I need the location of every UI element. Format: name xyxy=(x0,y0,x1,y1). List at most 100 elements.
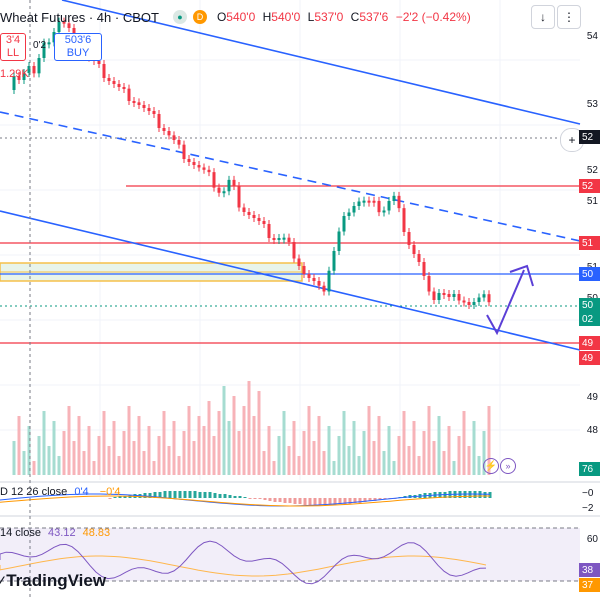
grid xyxy=(0,0,580,480)
volume-bar xyxy=(147,426,151,475)
macd-histogram-bar xyxy=(363,498,367,502)
macd-histogram-bar xyxy=(378,498,382,500)
rsi-value-1: 43.12 xyxy=(48,527,76,539)
lightning-icon[interactable]: ⚡ xyxy=(483,458,499,474)
candle-body xyxy=(42,42,46,58)
macd-histogram-bar xyxy=(488,492,492,498)
macd-histogram-bar xyxy=(368,498,372,501)
volume-bar xyxy=(242,406,246,475)
macd-histogram-bar xyxy=(373,498,377,501)
candle-body xyxy=(207,169,211,173)
macd-histogram-bar xyxy=(188,491,192,498)
symbol-title[interactable]: Wheat Futures · 4h · CBOT xyxy=(0,9,159,25)
volume-bar xyxy=(437,416,441,475)
volume-bar xyxy=(162,411,166,475)
price-tag: 52 xyxy=(579,179,600,193)
candle-body xyxy=(332,251,336,271)
volume-bar xyxy=(107,446,111,475)
brand-name: TradingView xyxy=(6,571,107,590)
price-tag: 52 xyxy=(579,130,600,144)
candle-body xyxy=(252,215,256,218)
volume-bar xyxy=(467,446,471,475)
volume-bar xyxy=(327,426,331,475)
volume-bar xyxy=(102,411,106,475)
candle-body xyxy=(117,84,121,87)
candle-body xyxy=(157,114,161,128)
arrow-down-icon[interactable]: ↓ xyxy=(531,5,555,29)
macd-histogram-bar xyxy=(283,498,287,503)
volume-bar xyxy=(397,436,401,475)
volume-bar xyxy=(192,441,196,475)
ohlc-values: O540'0 H540'0 L537'0 C537'6 −2'2 (−0.42%… xyxy=(216,10,471,24)
fast-forward-icon[interactable]: » xyxy=(500,458,516,474)
rsi-tag: 37 xyxy=(579,578,600,592)
macd-histogram-bar xyxy=(258,498,262,499)
volume-bar xyxy=(442,451,446,475)
candle-body xyxy=(37,58,41,74)
macd-line xyxy=(0,493,491,507)
candle-body xyxy=(162,128,166,131)
macd-histogram-bar xyxy=(293,498,297,504)
volume-bar xyxy=(12,441,16,475)
candle-body xyxy=(197,165,201,168)
volume-bar xyxy=(232,396,236,475)
volume-bars xyxy=(12,381,491,475)
price-label: 48 xyxy=(586,425,598,436)
volume-bar xyxy=(212,436,216,475)
candle-body xyxy=(322,285,326,292)
candle-body xyxy=(347,212,351,216)
more-options-icon[interactable]: ⋮ xyxy=(557,5,581,29)
candle-body xyxy=(277,238,281,240)
volume-bar xyxy=(137,416,141,475)
candle-body xyxy=(412,245,416,254)
volume-bar xyxy=(312,441,316,475)
candle-body xyxy=(127,88,131,101)
candle-body xyxy=(107,78,111,81)
candle-body xyxy=(417,254,421,262)
volume-bar xyxy=(362,431,366,475)
volume-bar xyxy=(227,421,231,475)
macd-histogram-bar xyxy=(273,498,277,502)
volume-bar xyxy=(402,411,406,475)
volume-bar xyxy=(87,426,91,475)
candle-body xyxy=(257,218,261,221)
channel-mid-dashed-line[interactable] xyxy=(0,111,581,242)
candles xyxy=(12,17,491,309)
volume-bar xyxy=(92,461,96,475)
candle-body xyxy=(222,191,226,194)
candle-body xyxy=(467,302,471,305)
buy-button[interactable]: 503'6 BUY xyxy=(54,33,102,61)
volume-bar xyxy=(447,426,451,475)
volume-bar xyxy=(67,406,71,475)
macd-histogram-bar xyxy=(218,494,222,498)
candle-body xyxy=(482,294,486,298)
volume-bar xyxy=(382,451,386,475)
price-label: 49 xyxy=(586,392,598,403)
macd-histogram-bar xyxy=(338,498,342,504)
volume-bar xyxy=(367,406,371,475)
macd-histogram-bar xyxy=(118,496,122,498)
channel-top-line[interactable] xyxy=(61,0,581,125)
price-tag: 50 xyxy=(579,267,600,281)
projection-path[interactable] xyxy=(486,269,525,336)
volume-bar xyxy=(357,456,361,475)
volume-bar xyxy=(472,421,476,475)
volume-bar xyxy=(342,411,346,475)
candle-body xyxy=(62,21,66,24)
sell-label: LL xyxy=(6,47,20,59)
volume-bar xyxy=(62,431,66,475)
candle-body xyxy=(327,270,331,292)
price-tag: 02 xyxy=(579,312,600,326)
macd-histogram-bar xyxy=(198,492,202,498)
macd-histogram-bar xyxy=(203,492,207,498)
volume-bar xyxy=(287,446,291,475)
sell-button[interactable]: 3'4 LL xyxy=(0,33,26,61)
macd-histogram-bar xyxy=(313,498,317,505)
tradingview-logo[interactable]: ⁄ TradingView xyxy=(0,571,107,590)
macd-histogram-bar xyxy=(248,498,252,499)
volume-bar xyxy=(47,446,51,475)
channel-bottom-line[interactable] xyxy=(0,210,581,351)
volume-bar xyxy=(277,436,281,475)
macd-histogram-bar xyxy=(358,498,362,503)
